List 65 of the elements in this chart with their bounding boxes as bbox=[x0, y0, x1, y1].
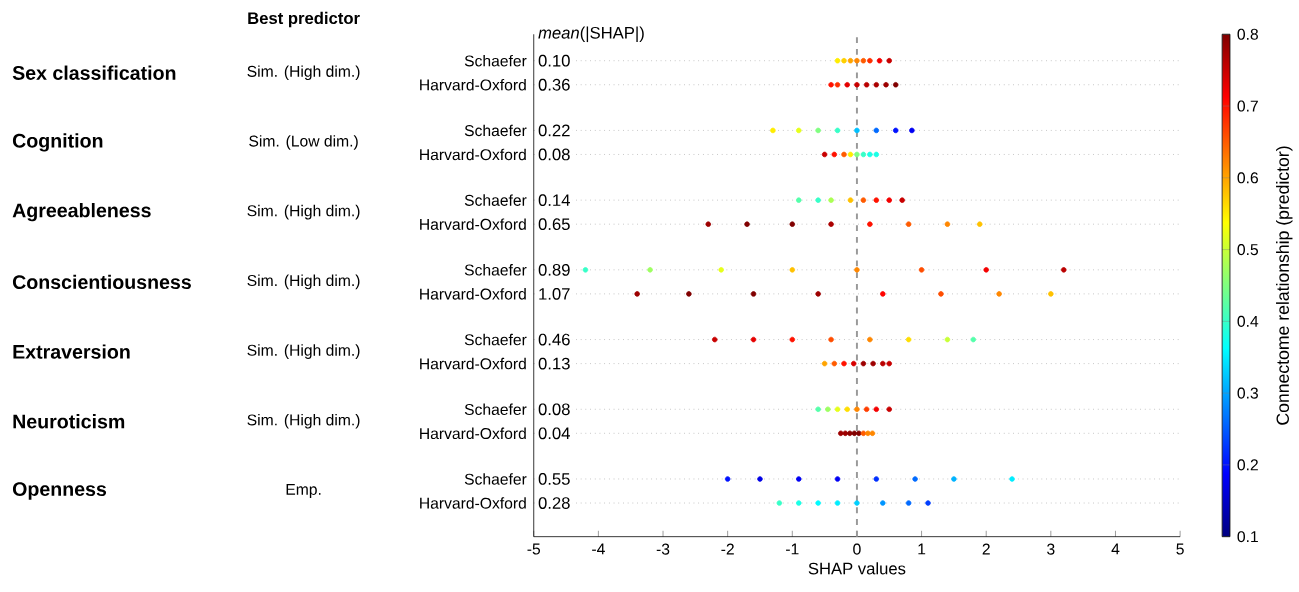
annotation: 0.89 bbox=[538, 264, 570, 276]
color-bar-label: 0.7 bbox=[1237, 100, 1258, 112]
text: Extraversion bbox=[13, 344, 130, 359]
text: Sim. (High dim.) bbox=[247, 344, 360, 360]
annotation: 0.08 bbox=[538, 403, 570, 416]
text: Cognition bbox=[12, 133, 103, 152]
x-tick-label: 3 bbox=[1047, 543, 1055, 555]
annotation: 0.55 bbox=[538, 473, 570, 486]
x-tick-label: 2 bbox=[982, 543, 990, 555]
x-tick-label: 5 bbox=[1176, 543, 1184, 555]
annotation: 0.10 bbox=[538, 55, 570, 67]
text: Sim. (Low dim.) bbox=[249, 135, 358, 150]
color-bar-label: 0.4 bbox=[1237, 316, 1259, 328]
annotation: 1.07 bbox=[539, 288, 570, 300]
annotation: 0.08 bbox=[538, 148, 570, 161]
color-bar-label: 0.6 bbox=[1237, 172, 1258, 184]
x-tick-label: 0 bbox=[853, 543, 861, 555]
y-tick-label: Schaefer bbox=[464, 124, 527, 137]
text: Sim. (High dim.) bbox=[247, 65, 360, 81]
y-tick-label: Schaefer bbox=[464, 55, 527, 67]
x-tick-label: -4 bbox=[592, 543, 605, 555]
color-bar-label: 0.8 bbox=[1237, 28, 1258, 41]
y-tick-label: Schaefer bbox=[464, 473, 527, 485]
text: Sim. (High dim.) bbox=[247, 205, 360, 220]
text: Neuroticism bbox=[13, 414, 125, 429]
color-bar-label: 0.5 bbox=[1237, 244, 1259, 256]
color-bar-label: 0.1 bbox=[1237, 531, 1258, 543]
text: Sex classification bbox=[12, 65, 176, 81]
x-tick-label: -1 bbox=[786, 543, 799, 555]
annotation: 0.22 bbox=[538, 124, 570, 137]
annotation: 0.04 bbox=[538, 427, 570, 440]
y-tick-label: Harvard-Oxford bbox=[420, 427, 526, 440]
text: Openness bbox=[12, 482, 107, 501]
x-tick-label: -2 bbox=[721, 543, 734, 555]
x-tick-label: 4 bbox=[1111, 543, 1120, 555]
annotation: 0.14 bbox=[538, 194, 570, 207]
annotation: 0.13 bbox=[538, 357, 570, 370]
y-tick-label: Harvard-Oxford bbox=[420, 497, 526, 510]
color-bar-label: 0.2 bbox=[1237, 459, 1258, 471]
text: Best predictor bbox=[248, 12, 360, 28]
annotation: 0.65 bbox=[538, 218, 570, 231]
text: Conscientiousness bbox=[12, 274, 191, 290]
x-tick-label: 1 bbox=[918, 543, 926, 555]
annotation: 0.36 bbox=[538, 79, 570, 91]
text: Sim. (High dim.) bbox=[247, 414, 360, 429]
y-tick-label: Harvard-Oxford bbox=[420, 218, 526, 231]
text: Emp. bbox=[286, 484, 321, 499]
annotation: 0.46 bbox=[538, 333, 570, 346]
y-tick-label: Harvard-Oxford bbox=[420, 79, 526, 91]
y-tick-label: Harvard-Oxford bbox=[420, 148, 526, 161]
y-tick-label: Schaefer bbox=[464, 334, 527, 346]
x-axis-title: SHAP values bbox=[808, 562, 906, 575]
x-tick-label: -5 bbox=[527, 543, 541, 555]
color-bar-label: 0.3 bbox=[1237, 387, 1258, 399]
color-bar-title: Connectome relationship (predictor) bbox=[1276, 146, 1293, 425]
text: Agreeableness bbox=[12, 203, 151, 222]
annotation: 0.28 bbox=[538, 497, 570, 510]
y-tick-label: Schaefer bbox=[464, 194, 527, 207]
text: Sim. (High dim.) bbox=[247, 274, 360, 290]
y-tick-label: Schaefer bbox=[464, 403, 527, 416]
y-tick-label: Harvard-Oxford bbox=[420, 358, 526, 370]
y-tick-label: Schaefer bbox=[464, 264, 527, 276]
annotation: mean(|SHAP|) bbox=[538, 26, 644, 43]
x-tick-label: -3 bbox=[656, 543, 670, 555]
y-tick-label: Harvard-Oxford bbox=[420, 288, 526, 300]
